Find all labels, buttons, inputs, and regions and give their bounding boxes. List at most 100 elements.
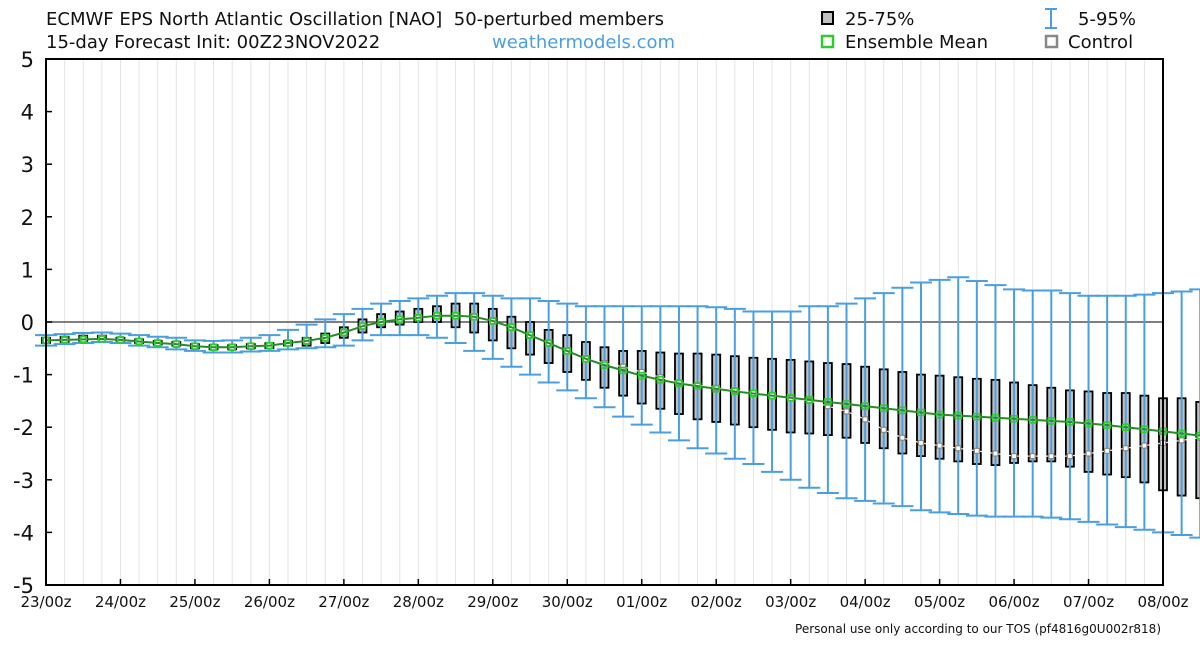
whisker	[463, 292, 486, 352]
ensemble-mean-point	[284, 339, 292, 347]
ensemble-mean-point	[414, 313, 423, 322]
ensemble-mean-point	[60, 336, 69, 344]
whisker	[314, 318, 337, 349]
plot-frame	[45, 58, 1164, 586]
y-tick-label: 5	[21, 48, 34, 72]
whisker	[1040, 289, 1063, 519]
control-point	[862, 416, 869, 423]
whisker	[1021, 289, 1044, 518]
legend: 25-75% 5-95% Ensemble Mean Control	[820, 8, 1136, 53]
legend-whisker-label: 5-95%	[1078, 9, 1136, 30]
whisker	[891, 286, 914, 508]
ensemble-mean-point	[693, 382, 702, 390]
ensemble-mean-point	[935, 410, 944, 419]
ensemble-mean-point	[1140, 425, 1149, 434]
whisker	[854, 297, 877, 502]
y-tick-label: 0	[21, 311, 34, 335]
ensemble-mean-point	[917, 408, 925, 417]
x-tick-label: 06/00z	[989, 593, 1040, 611]
x-tick-label: 01/00z	[616, 593, 667, 611]
x-tick-label: 23/00z	[20, 593, 71, 611]
y-tick-label: -1	[13, 364, 34, 388]
legend-whisker-swatch	[1045, 8, 1057, 29]
ensemble-mean-point	[135, 337, 143, 346]
ensemble-mean-point	[842, 400, 851, 408]
x-tick-label: 08/00z	[1137, 593, 1188, 611]
control-point	[1178, 437, 1185, 444]
ensemble-mean-point	[637, 371, 646, 380]
ensemble-mean-point	[358, 322, 367, 331]
ensemble-mean-point	[656, 376, 665, 384]
y-tick-label: 1	[21, 258, 34, 282]
whisker	[984, 284, 1007, 518]
watermark: weathermodels.com	[492, 32, 675, 53]
ensemble-mean-point	[98, 335, 106, 343]
ensemble-mean-point	[1010, 414, 1018, 423]
whisker	[593, 305, 616, 409]
whisker	[500, 297, 523, 368]
ensemble-mean-point	[377, 318, 385, 326]
ensemble-mean-point	[1084, 419, 1093, 428]
ensemble-mean-point	[526, 331, 534, 339]
whisker	[872, 292, 895, 505]
control-point	[1029, 453, 1036, 460]
whisker	[705, 306, 728, 455]
ensemble-mean-point	[172, 340, 181, 348]
y-tick-label: -2	[13, 416, 34, 440]
ensemble-mean-point	[228, 343, 236, 352]
ensemble-mean-point	[1028, 416, 1037, 424]
x-tick-label: 27/00z	[318, 593, 369, 611]
whisker	[1077, 294, 1100, 523]
control-point	[899, 434, 906, 441]
ensemble-mean-point	[600, 361, 609, 369]
whisker	[612, 305, 635, 418]
box-series	[41, 302, 1200, 500]
whisker	[1189, 288, 1200, 539]
whisker	[761, 310, 784, 473]
chart-title: ECMWF EPS North Atlantic Oscillation [NA…	[46, 9, 664, 30]
whisker	[1058, 292, 1081, 521]
x-tick-label: 02/00z	[691, 593, 742, 611]
whisker	[1170, 290, 1193, 537]
y-tick-label: 3	[21, 153, 34, 177]
ensemble-mean-point	[563, 347, 572, 355]
whisker	[1096, 294, 1119, 526]
ensemble-mean-point	[340, 328, 348, 337]
y-tick-label: -4	[13, 521, 34, 545]
legend-mean-swatch	[820, 34, 835, 49]
legend-mean-label: Ensemble Mean	[845, 32, 988, 53]
y-tick-label: -3	[13, 469, 34, 493]
control-point	[824, 403, 832, 410]
ensemble-mean-point	[544, 339, 553, 347]
x-tick-label: 05/00z	[914, 593, 965, 611]
ensemble-mean-point	[898, 406, 907, 415]
ensemble-mean-point	[507, 323, 516, 332]
control-point	[1048, 453, 1055, 460]
whisker	[742, 310, 765, 466]
x-tick-label: 25/00z	[169, 593, 220, 611]
footer-note: Personal use only according to our TOS (…	[795, 622, 1161, 636]
control-point	[973, 447, 980, 454]
ensemble-mean-point	[470, 312, 478, 321]
control-point	[917, 439, 925, 447]
y-axis: 5 4 3 2 1 0 -1 -2 -3 -4 -5	[13, 48, 52, 598]
ensemble-mean-point	[488, 317, 497, 325]
ensemble-mean-point	[433, 311, 441, 320]
whisker	[295, 323, 318, 350]
control-point	[1010, 453, 1018, 460]
ensemble-mean-point	[991, 413, 1000, 422]
legend-control-swatch	[1044, 34, 1059, 49]
whisker	[723, 307, 746, 460]
ensemble-mean-point	[879, 404, 888, 413]
ensemble-mean-point	[582, 355, 590, 363]
legend-iqr-label: 25-75%	[845, 9, 914, 30]
ensemble-mean-point	[116, 336, 125, 344]
ensemble-mean-point	[1103, 421, 1111, 429]
ensemble-mean-point	[675, 379, 683, 388]
ensemble-mean-point	[191, 342, 199, 350]
ensemble-mean-point	[824, 398, 832, 406]
x-tick-label: 04/00z	[840, 593, 891, 611]
x-tick-label: 07/00z	[1063, 593, 1114, 611]
legend-control-label: Control	[1068, 32, 1133, 53]
